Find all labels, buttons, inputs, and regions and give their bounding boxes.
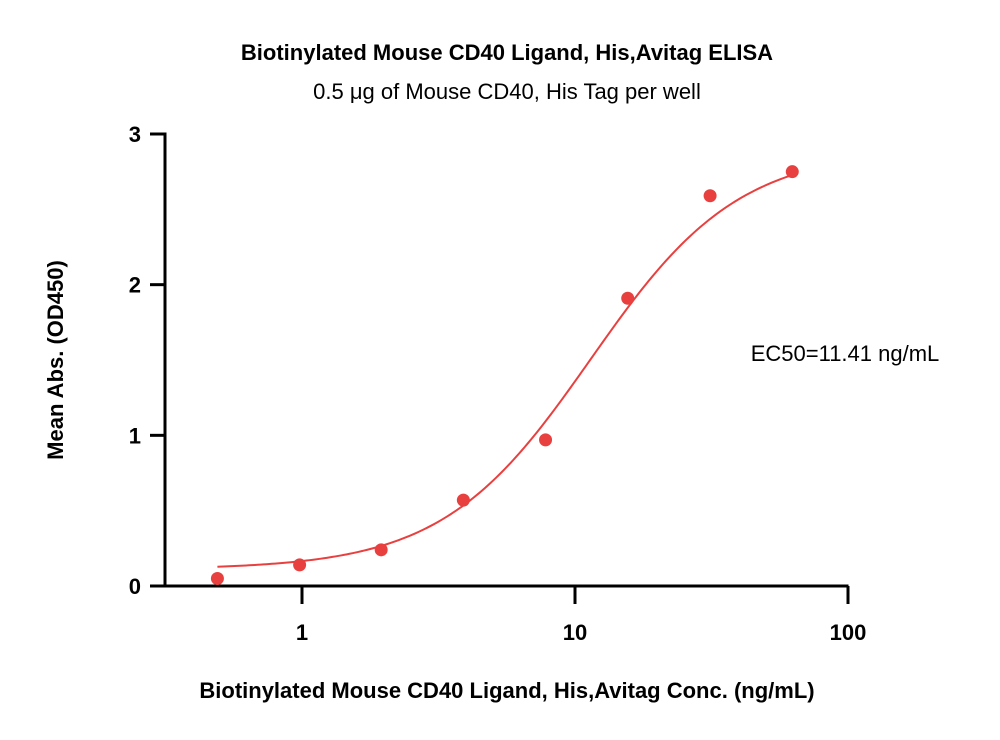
- data-point: [785, 165, 799, 179]
- x-axis: 1 10 100: [163, 584, 867, 645]
- y-axis: 0 1 2 3: [129, 122, 167, 599]
- data-point: [621, 291, 635, 305]
- data-point: [539, 433, 553, 447]
- y-tick-label: 1: [129, 423, 141, 448]
- chart-subtitle: 0.5 μg of Mouse CD40, His Tag per well: [313, 79, 701, 104]
- data-points: [210, 165, 799, 585]
- data-point: [210, 571, 224, 585]
- data-point: [456, 493, 470, 507]
- data-point: [703, 189, 717, 203]
- x-tick-label: 100: [830, 620, 867, 645]
- data-point: [374, 543, 388, 557]
- y-axis-title: Mean Abs. (OD450): [43, 260, 68, 460]
- ec50-annotation: EC50=11.41 ng/mL: [751, 341, 940, 366]
- y-tick-label: 3: [129, 122, 141, 147]
- chart-title: Biotinylated Mouse CD40 Ligand, His,Avit…: [241, 40, 773, 65]
- x-axis-title: Biotinylated Mouse CD40 Ligand, His,Avit…: [199, 678, 814, 703]
- data-point: [293, 558, 307, 572]
- fit-curve: [217, 174, 793, 568]
- y-tick-label: 0: [129, 574, 141, 599]
- x-tick-label: 1: [296, 620, 308, 645]
- y-tick-label: 2: [129, 273, 141, 298]
- x-tick-label: 10: [563, 620, 587, 645]
